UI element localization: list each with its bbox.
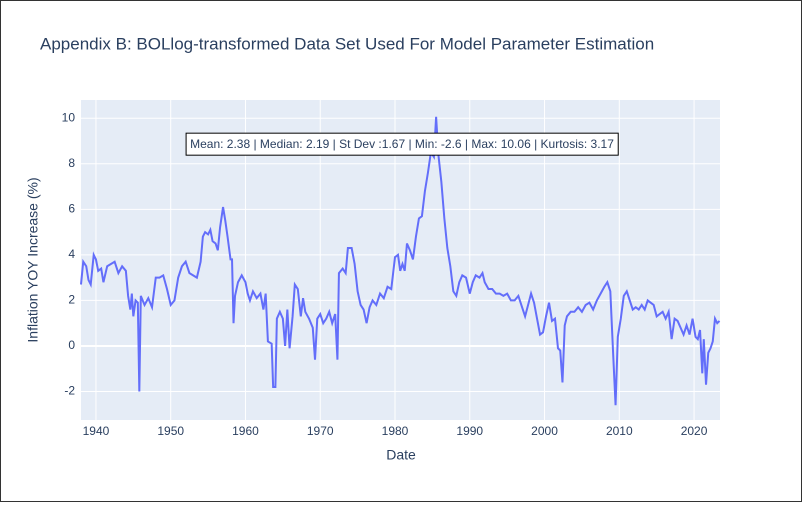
x-tick-label: 1950 (157, 424, 184, 438)
data-line (80, 116, 721, 406)
x-tick-label: 1980 (382, 424, 409, 438)
chart-title: Appendix B: BOLlog-transformed Data Set … (40, 34, 654, 53)
x-tick-label: 1990 (456, 424, 483, 438)
x-tick-label: 1970 (307, 424, 334, 438)
x-tick-label: 2010 (606, 424, 633, 438)
x-tick-label: 2020 (681, 424, 708, 438)
y-tick-label: 10 (62, 110, 76, 124)
x-axis-label: Date (386, 447, 416, 463)
x-tick-label: 1940 (83, 424, 110, 438)
y-tick-label: 6 (68, 201, 75, 215)
y-tick-label: 0 (68, 338, 75, 352)
annotation: Mean: 2.38 | Median: 2.19 | St Dev :1.67… (190, 137, 614, 151)
y-tick-label: 8 (68, 156, 75, 170)
x-tick-label: 2000 (531, 424, 558, 438)
y-axis-label: Inflation YOY Increase (%) (25, 177, 41, 342)
y-tick-label: 4 (68, 247, 75, 261)
y-tick-label: -2 (64, 384, 75, 398)
annotation-box (185, 132, 619, 156)
x-tick-label: 1960 (232, 424, 259, 438)
y-tick-label: 2 (68, 293, 75, 307)
